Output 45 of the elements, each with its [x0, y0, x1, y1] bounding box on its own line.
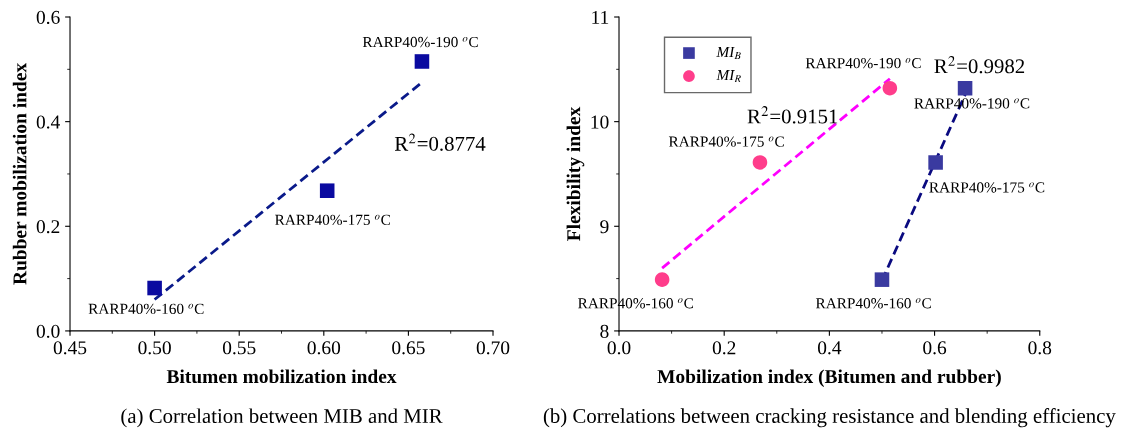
annotation: RARP40%-190 $^{o}$C [362, 36, 478, 48]
y-tick-label: 11 [592, 10, 609, 24]
x-tick-label: 0.65 [392, 341, 425, 355]
annotation: R$^{2}$=0.9982 [934, 55, 1025, 74]
x-tick-label: 0.6 [923, 341, 947, 355]
point [414, 54, 430, 69]
x-tick-label: 0.4 [817, 341, 842, 355]
point [319, 183, 335, 198]
text: (a) Correlation between MIB and MIR [121, 408, 443, 428]
annotation: R$^{2}$=0.8774 [394, 133, 486, 151]
x-axis-title: Mobilization index (Bitumen and rubber) [657, 369, 1001, 388]
annotation: RARP40%-175 $^{o}$C [275, 214, 390, 226]
point [147, 280, 162, 296]
annotation: R$^{2}$=0.9151 [747, 106, 838, 124]
x-axis-title: Bitumen mobilization index [166, 369, 397, 384]
y-tick-label: 9 [600, 220, 609, 234]
point [752, 155, 768, 170]
x-tick-label: 0.55 [222, 341, 256, 355]
y-tick-label: 0.4 [36, 115, 60, 129]
point [874, 272, 890, 287]
x-tick-label: 0.2 [712, 341, 736, 355]
annotation: RARP40%-190 $^{o}$C [805, 57, 921, 69]
y-tick-label: 8 [600, 324, 609, 338]
y-tick-label: 0.0 [36, 324, 60, 338]
x-tick-label: 0.60 [307, 341, 341, 355]
y-tick-label: 0.2 [36, 220, 60, 234]
annotation: RARP40%-160 $^{o}$C [815, 298, 931, 309]
legend-label: MI$_{R}$ [716, 70, 741, 83]
point [957, 80, 973, 96]
x-tick-label: 0.45 [53, 341, 87, 355]
annotation: RARP40%-175 $^{o}$C [668, 136, 784, 147]
y-axis-title: Rubber mobilization index [12, 62, 27, 285]
text: (b) Correlations between cracking resistance and blending efficiency [543, 408, 1116, 428]
y-axis-title: Flexibility index [566, 106, 585, 241]
point [882, 80, 898, 96]
y-tick-label: 10 [591, 115, 609, 129]
point [654, 272, 670, 287]
x-tick-label: 0.8 [1028, 341, 1052, 355]
x-tick-label: 0.50 [138, 341, 171, 355]
annotation: RARP40%-160 $^{o}$C [88, 303, 204, 315]
y-tick-label: 0.6 [36, 10, 60, 25]
legend-label: MI$_{B}$ [716, 46, 741, 59]
annotation: RARP40%-175 $^{o}$C [929, 182, 1045, 193]
point [928, 155, 943, 170]
x-tick-label: 0.70 [476, 341, 510, 355]
